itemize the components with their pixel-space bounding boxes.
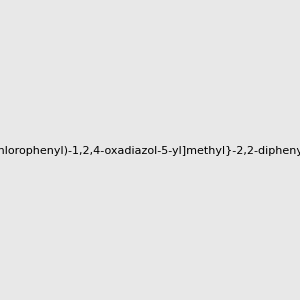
Text: N-{[3-(4-chlorophenyl)-1,2,4-oxadiazol-5-yl]methyl}-2,2-diphenylacetamide: N-{[3-(4-chlorophenyl)-1,2,4-oxadiazol-5… <box>0 146 300 157</box>
